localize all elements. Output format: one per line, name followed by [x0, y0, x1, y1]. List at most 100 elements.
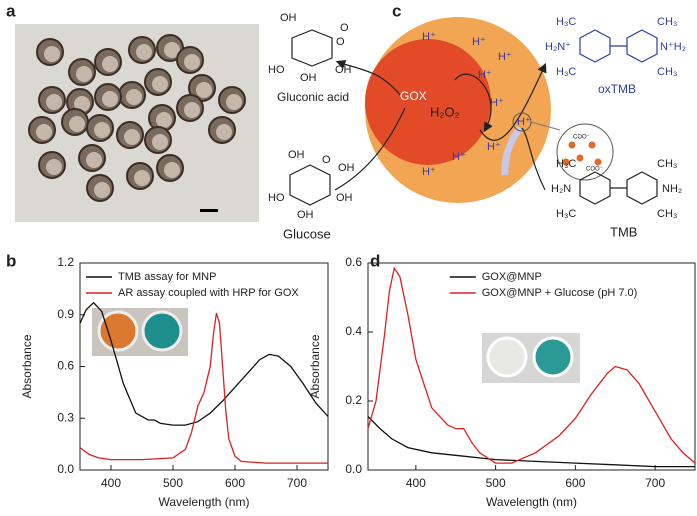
x-tick-label: 700: [645, 476, 665, 490]
atom: OH: [335, 64, 352, 76]
inset-label: COO⁻: [586, 167, 603, 173]
data-line: [367, 266, 696, 464]
compound-name: Gluconic acid: [277, 90, 349, 104]
proton: H⁺: [490, 97, 504, 109]
bead-core: [124, 129, 140, 145]
proton: H⁺: [422, 166, 436, 178]
atom: OH: [336, 192, 353, 204]
bead-core: [74, 96, 90, 112]
y-tick-label: 0.6: [57, 359, 74, 373]
y-axis-label: Absorbance: [20, 334, 34, 398]
atom: H₂N⁺: [545, 41, 571, 53]
bead-core: [44, 46, 60, 62]
bead-core: [94, 122, 110, 138]
bead-core: [46, 159, 62, 175]
bead-core: [69, 116, 85, 132]
x-tick-label: 400: [406, 476, 426, 490]
bead-core: [164, 162, 180, 178]
legend-label: AR assay coupled with HRP for GOX: [118, 287, 299, 299]
molecule-label: H₂O₂: [430, 104, 460, 119]
atom: HO: [268, 64, 285, 76]
y-axis-label: Absorbance: [308, 334, 322, 398]
atom: CH₃: [657, 208, 677, 220]
bead-core: [226, 94, 242, 110]
panel-label: d: [370, 251, 380, 270]
atom: HO: [268, 192, 285, 204]
x-tick-label: 400: [101, 476, 121, 490]
legend-label: GOX@MNP: [482, 271, 542, 283]
x-tick-label: 600: [565, 476, 585, 490]
legend-label: GOX@MNP + Glucose (pH 7.0): [482, 287, 638, 299]
panel-label: a: [6, 1, 16, 20]
x-axis-label: Wavelength (nm): [486, 495, 577, 509]
atom: OH: [288, 149, 305, 161]
atom: NH₂: [662, 183, 682, 195]
y-tick-label: 0.0: [345, 462, 362, 476]
plot-frame: [367, 262, 696, 471]
panel-label: b: [6, 251, 16, 270]
x-tick-label: 500: [486, 476, 506, 490]
compound-name: Glucose: [283, 226, 331, 241]
compound-name: oxTMB: [598, 82, 636, 96]
atom: H₃C: [556, 16, 576, 28]
proton: H⁺: [517, 116, 531, 128]
legend-label: TMB assay for MNP: [118, 271, 216, 283]
panel-label: c: [392, 1, 401, 20]
bead-core: [184, 54, 200, 70]
bead-core: [46, 94, 62, 110]
atom: H₃C: [556, 208, 576, 220]
bead-core: [76, 66, 92, 82]
data-line: [79, 312, 328, 464]
compound-name: TMB: [610, 224, 637, 239]
well-photo: [92, 308, 188, 356]
atom: O: [322, 154, 331, 166]
y-tick-label: 0.0: [57, 462, 74, 476]
x-axis-label: Wavelength (nm): [159, 495, 250, 509]
bead-core: [102, 56, 118, 72]
bead-core: [126, 89, 142, 105]
proton: H⁺: [452, 151, 466, 163]
bead-core: [102, 91, 118, 107]
y-tick-label: 0.2: [345, 393, 362, 407]
proton: H⁺: [422, 31, 436, 43]
atom: H₂N: [551, 183, 571, 195]
atom: H₃C: [556, 158, 576, 170]
well-photo: [482, 333, 580, 383]
atom: O: [340, 22, 349, 34]
micrograph: [15, 24, 259, 222]
data-line: [367, 416, 695, 468]
proton: H⁺: [472, 36, 486, 48]
y-tick-label: 0.6: [345, 255, 362, 269]
bead-core: [196, 82, 212, 98]
y-tick-label: 0.4: [345, 324, 362, 338]
bead-core: [134, 170, 150, 186]
y-tick-label: 0.9: [57, 307, 74, 321]
atom: O: [336, 36, 345, 48]
bead-core: [94, 182, 110, 198]
proton: H⁺: [487, 141, 501, 153]
reaction-diagram: GOX H₂O₂ H⁺ H⁺ H⁺ H⁺ H⁺ H⁺ H⁺ H⁺ H⁺ COO⁻…: [268, 12, 686, 242]
atom: CH₃: [657, 66, 677, 78]
bead-core: [184, 102, 200, 118]
atom: N⁺H₂: [660, 41, 686, 53]
bead-core: [164, 42, 180, 58]
bead-core: [86, 152, 102, 168]
y-tick-label: 1.2: [57, 255, 74, 269]
atom: OH: [297, 209, 314, 221]
data-line: [79, 301, 329, 426]
x-tick-label: 500: [163, 476, 183, 490]
enzyme-label: GOX: [400, 89, 427, 103]
bead-core: [36, 124, 52, 140]
y-tick-label: 0.3: [57, 410, 74, 424]
x-tick-label: 700: [287, 476, 307, 490]
atom: OH: [280, 12, 297, 24]
atom: CH₃: [657, 16, 677, 28]
bead-core: [136, 44, 152, 60]
proton: H⁺: [478, 69, 492, 81]
atom: CH₃: [657, 158, 677, 170]
atom: OH: [300, 72, 317, 84]
bead-core: [216, 124, 232, 140]
bead-core: [156, 112, 172, 128]
atom: H₃C: [556, 66, 576, 78]
